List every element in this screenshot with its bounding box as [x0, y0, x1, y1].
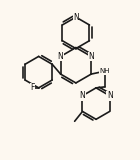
Text: NH: NH	[100, 68, 110, 74]
Text: N: N	[107, 91, 113, 100]
Text: N: N	[73, 13, 79, 22]
Text: N: N	[88, 52, 94, 61]
Text: F: F	[31, 83, 35, 92]
Text: N: N	[80, 91, 85, 100]
Text: N: N	[58, 52, 63, 61]
